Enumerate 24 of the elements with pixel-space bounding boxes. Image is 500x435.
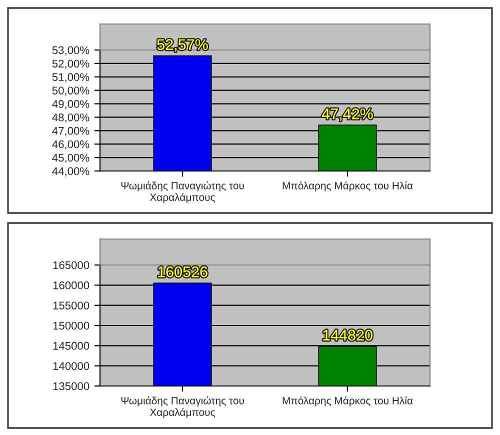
y-tick-label: 50,00% — [52, 86, 90, 96]
y-tick-label: 52,00% — [52, 60, 90, 69]
data-label: 52,57% — [157, 39, 208, 52]
x-tick-label: Ψωμιάδης Παναγιώτης του Χαραλάμπους — [121, 181, 244, 203]
data-label: 160526 — [158, 266, 208, 278]
x-tick-label: Μπόλαρης Μάρκος του Ηλία — [282, 396, 413, 406]
y-tick-label: 53,00% — [52, 46, 90, 56]
y-tick-label: 155000 — [53, 302, 90, 310]
y-tick-label: 135000 — [53, 382, 90, 390]
y-tick-label: 140000 — [53, 362, 90, 370]
x-tick-label: Ψωμιάδης Παναγιώτης του Χαραλάμπους — [121, 396, 244, 418]
y-tick-label: 51,00% — [52, 73, 90, 82]
y-tick-label: 46,00% — [52, 140, 90, 150]
y-tick-label: 150000 — [53, 322, 90, 330]
data-label: 144820 — [323, 330, 372, 341]
x-tick-label: Μπόλαρης Μάρκος του Ηλία — [282, 181, 413, 192]
y-tick-label: 47,00% — [52, 126, 90, 136]
y-tick-label: 165000 — [53, 261, 90, 270]
y-tick-label: 45,00% — [52, 154, 90, 164]
y-tick-label: 145000 — [53, 342, 90, 350]
y-tick-label: 49,00% — [52, 100, 90, 110]
y-tick-label: 44,00% — [52, 167, 90, 176]
y-tick-label: 160000 — [53, 281, 90, 290]
y-tick-label: 48,00% — [52, 113, 90, 123]
